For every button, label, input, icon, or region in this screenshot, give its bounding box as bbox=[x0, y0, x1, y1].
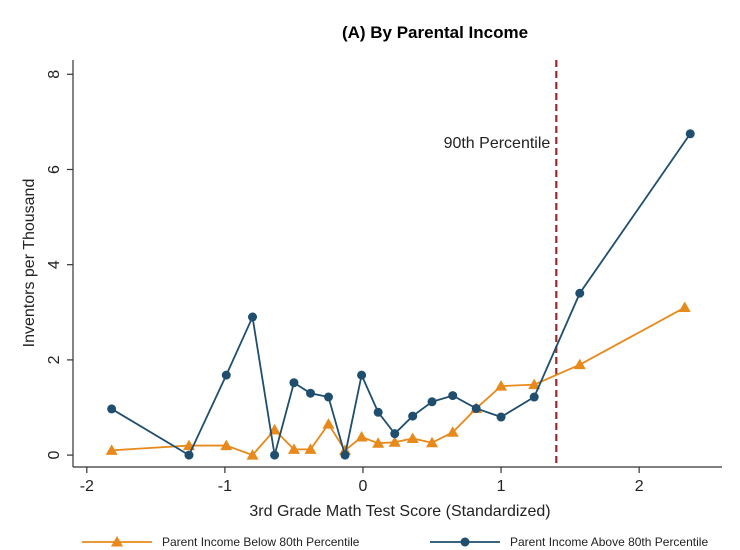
data-point bbox=[678, 301, 691, 313]
legend-item: Parent Income Below 80th Percentile bbox=[82, 535, 360, 549]
data-point bbox=[495, 380, 508, 391]
legend-label: Parent Income Above 80th Percentile bbox=[510, 535, 708, 549]
data-point bbox=[448, 391, 458, 401]
legend-marker bbox=[460, 537, 470, 547]
data-point bbox=[388, 436, 401, 447]
data-point bbox=[270, 450, 280, 460]
data-point bbox=[573, 358, 586, 370]
series-line bbox=[111, 133, 691, 457]
data-point bbox=[105, 444, 118, 455]
legend-item: Parent Income Above 80th Percentile bbox=[430, 535, 708, 549]
data-point bbox=[471, 403, 481, 413]
data-point bbox=[528, 378, 541, 390]
data-point bbox=[408, 411, 418, 421]
data-point bbox=[446, 426, 459, 437]
data-point bbox=[248, 312, 258, 322]
legend: Parent Income Below 80th Percentile Paren… bbox=[82, 535, 708, 549]
series-layer bbox=[105, 129, 695, 460]
data-point bbox=[220, 439, 233, 451]
data-point bbox=[184, 450, 194, 460]
data-point bbox=[372, 437, 385, 448]
y-tick-label: 2 bbox=[46, 355, 63, 364]
y-tick-label: 4 bbox=[46, 260, 63, 269]
data-point bbox=[289, 378, 299, 388]
annotations: 90th Percentile bbox=[444, 60, 558, 467]
x-tick-label: 0 bbox=[359, 478, 368, 495]
data-point bbox=[427, 397, 437, 407]
data-point bbox=[529, 392, 539, 402]
data-point bbox=[406, 432, 419, 443]
data-point bbox=[426, 436, 439, 448]
x-tick-label: 1 bbox=[497, 478, 506, 495]
x-tick-label: -2 bbox=[80, 478, 94, 495]
data-point bbox=[390, 429, 400, 439]
y-tick-label: 6 bbox=[46, 165, 63, 174]
x-axis-label: 3rd Grade Math Test Score (Standardized) bbox=[249, 503, 550, 520]
y-axis-ticks: 0 2 4 6 8 bbox=[46, 70, 73, 460]
chart-title: (A) By Parental Income bbox=[342, 23, 528, 42]
series-2 bbox=[107, 129, 695, 460]
data-point bbox=[355, 431, 368, 442]
legend-marker bbox=[111, 536, 123, 547]
x-tick-label: 2 bbox=[635, 478, 644, 495]
data-point bbox=[685, 129, 695, 139]
percentile-label: 90th Percentile bbox=[444, 135, 551, 152]
data-point bbox=[575, 288, 585, 298]
axes bbox=[72, 60, 722, 468]
data-point bbox=[357, 370, 367, 380]
x-axis-ticks: -2 -1 0 1 2 bbox=[80, 467, 644, 495]
data-point bbox=[107, 404, 117, 414]
y-axis-label: Inventors per Thousand bbox=[21, 179, 38, 348]
data-point bbox=[306, 388, 316, 398]
data-point bbox=[287, 443, 300, 454]
data-point bbox=[323, 392, 333, 402]
data-point bbox=[304, 443, 317, 454]
data-point bbox=[246, 449, 259, 460]
data-point bbox=[340, 450, 350, 460]
y-tick-label: 8 bbox=[46, 70, 63, 79]
x-tick-label: -1 bbox=[218, 478, 232, 495]
y-tick-label: 0 bbox=[46, 451, 63, 460]
legend-label: Parent Income Below 80th Percentile bbox=[162, 535, 360, 549]
data-point bbox=[373, 407, 383, 417]
data-point bbox=[322, 418, 335, 429]
data-point bbox=[221, 370, 231, 380]
data-point bbox=[496, 412, 506, 422]
